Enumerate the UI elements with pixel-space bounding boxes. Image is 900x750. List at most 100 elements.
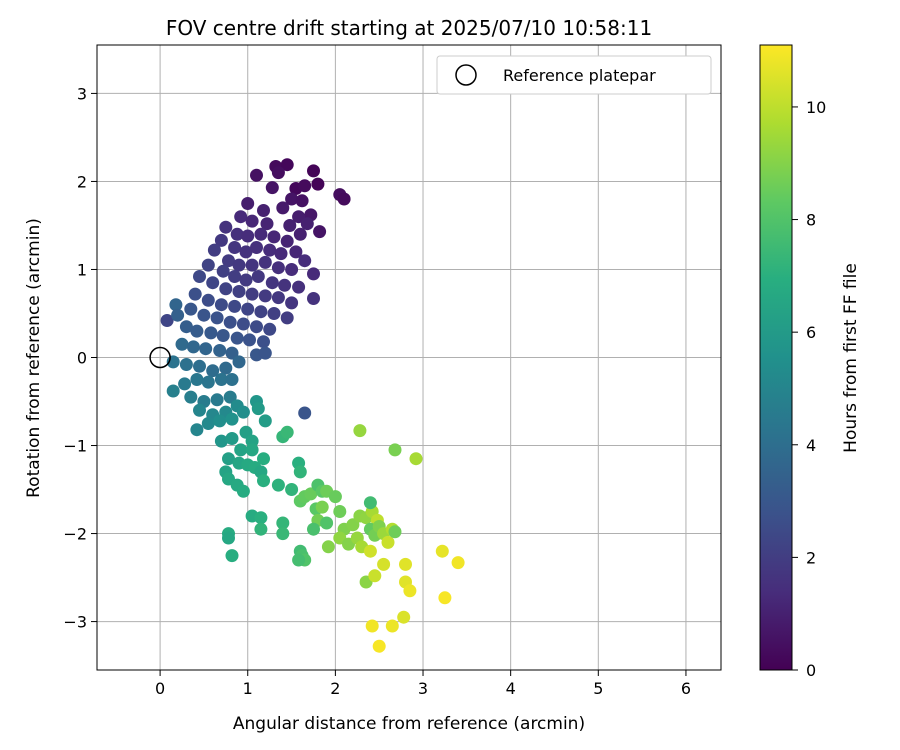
scatter-point (193, 403, 206, 417)
scatter-point (184, 390, 198, 404)
scatter-point (178, 377, 192, 391)
scatter-point (245, 443, 259, 457)
scatter-point (276, 201, 290, 215)
scatter-point (230, 331, 244, 345)
scatter-point (388, 443, 402, 457)
scatter-point (313, 225, 327, 239)
scatter-point (251, 270, 265, 283)
scatter-point (169, 298, 183, 312)
scatter-point (321, 540, 335, 554)
scatter-point (292, 280, 306, 294)
scatter-point (265, 276, 279, 290)
scatter-point (160, 314, 174, 327)
scatter-point (292, 553, 306, 567)
y-axis-tick-labels: 3 2 1 0 −1 −2 −3 (63, 84, 87, 631)
legend: Reference platepar (436, 55, 712, 95)
scatter-point (280, 158, 294, 172)
scatter-point (385, 619, 399, 633)
scatter-point (250, 320, 263, 334)
scatter-point (250, 168, 263, 182)
scatter-point (363, 496, 377, 510)
scatter-point (293, 465, 307, 479)
scatter-point (219, 220, 233, 234)
scatter-point (225, 432, 239, 445)
colorbar-label: Hours from first FF file (841, 263, 861, 453)
scatter-point (190, 423, 204, 437)
scatter-point (179, 358, 193, 371)
scatter-point (300, 217, 314, 231)
scatter-point (293, 227, 307, 241)
scatter-point (219, 282, 233, 296)
colorbar-tick-label: 8 (806, 211, 816, 230)
scatter-point (372, 639, 386, 653)
scatter-point (397, 610, 411, 624)
scatter-point (381, 535, 395, 549)
scatter-point (223, 315, 237, 329)
scatter-point (258, 346, 272, 360)
scatter-point (365, 619, 379, 633)
scatter-point (280, 311, 294, 325)
scatter-point (222, 452, 235, 466)
scatter-point (271, 478, 285, 492)
legend-entry-reference-platepar: Reference platepar (503, 66, 656, 85)
scatter-point (280, 234, 294, 248)
scatter-point (225, 549, 239, 563)
colorbar-gradient (759, 44, 793, 671)
x-tick-label: 0 (155, 679, 165, 698)
scatter-point (278, 278, 292, 292)
colorbar-tick-label: 0 (806, 661, 816, 680)
scatter-point (368, 569, 382, 583)
x-tick-label: 6 (681, 679, 691, 698)
scatter-point (184, 302, 198, 316)
scatter-point (307, 164, 320, 178)
scatter-point (346, 518, 360, 532)
scatter-point (232, 258, 246, 272)
scatter-point (201, 417, 215, 430)
scatter-point (241, 302, 255, 316)
scatter-point (213, 414, 227, 428)
colorbar-tick-label: 6 (806, 323, 816, 342)
scatter-point (257, 452, 270, 466)
y-axis-label: Rotation from reference (arcmin) (24, 218, 44, 498)
scatter-point (213, 344, 227, 357)
scatter-point (199, 342, 213, 356)
scatter-point (315, 500, 329, 514)
scatter-point (388, 525, 402, 539)
scatter-point (179, 320, 193, 334)
scatter-point (239, 273, 253, 287)
x-tick-label: 2 (330, 679, 340, 698)
scatter-point (239, 245, 253, 259)
scatter-point (274, 247, 288, 261)
colorbar: 0 2 4 6 8 10 Hours from first FF file (759, 44, 861, 680)
scatter-point (228, 270, 242, 283)
scatter-point (257, 204, 270, 217)
scatter-point (254, 522, 268, 536)
scatter-point (451, 556, 465, 570)
scatter-point (245, 214, 259, 228)
scatter-point (210, 393, 224, 407)
scatter-point (257, 474, 270, 488)
scatter-point (254, 511, 268, 525)
y-tick-label: 0 (77, 349, 87, 368)
scatter-point (283, 219, 297, 232)
scatter-point (175, 337, 189, 351)
scatter-point (197, 308, 211, 322)
scatter-point (271, 166, 285, 180)
scatter-point (292, 210, 306, 224)
scatter-point (193, 270, 206, 283)
scatter-point (260, 217, 274, 231)
scatter-point (267, 230, 281, 244)
scatter-point (258, 255, 272, 269)
scatter-point (263, 322, 277, 336)
scatter-point (285, 263, 299, 276)
scatter-point (222, 531, 235, 545)
x-tick-label: 3 (418, 679, 428, 698)
scatter-point (241, 197, 255, 210)
x-tick-label: 4 (506, 679, 516, 698)
scatter-point (307, 292, 320, 305)
scatter-point (353, 424, 367, 438)
scatter-point (225, 412, 239, 426)
scatter-point (263, 243, 277, 257)
scatter-point (280, 425, 294, 439)
